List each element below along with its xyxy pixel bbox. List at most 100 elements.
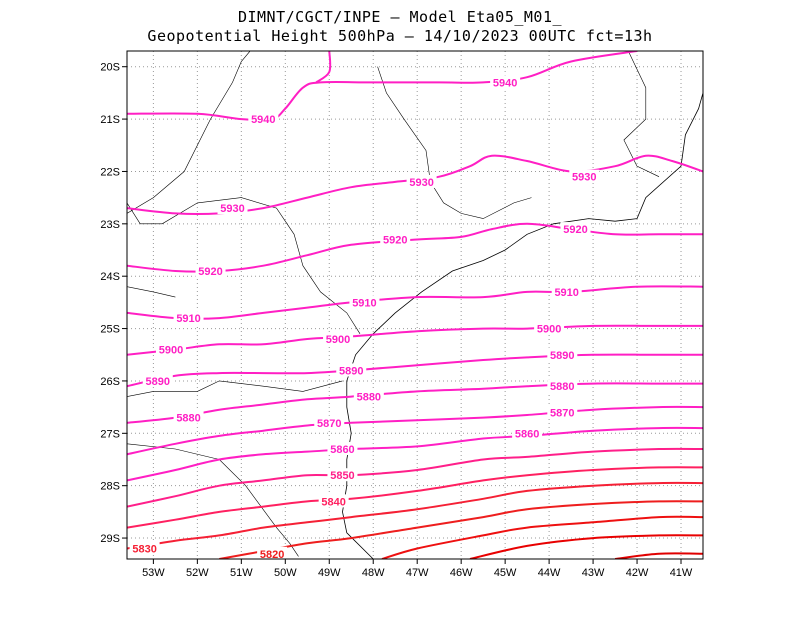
contour-label-bg bbox=[327, 442, 358, 456]
lat-tick-label: 20S bbox=[100, 62, 120, 74]
contour-label: 5830 bbox=[132, 544, 156, 556]
contour-label: 5890 bbox=[146, 376, 170, 388]
coastline bbox=[342, 92, 703, 559]
contour-5910 bbox=[127, 285, 703, 320]
contour-label-bg bbox=[534, 321, 565, 335]
contour-label: 5900 bbox=[326, 334, 350, 346]
contour-label: 5920 bbox=[198, 266, 222, 278]
lat-tick-label: 21S bbox=[100, 114, 120, 126]
map-title-line2: Geopotential Height 500hPa – 14/10/2023 … bbox=[147, 27, 653, 45]
lat-tick-label: 25S bbox=[100, 324, 120, 336]
contour-label: 5840 bbox=[321, 496, 345, 508]
contour-label-bg bbox=[512, 426, 543, 440]
contour-label: 5920 bbox=[563, 224, 587, 236]
lon-tick-label: 47W bbox=[406, 567, 429, 579]
contour-5850 bbox=[127, 447, 703, 508]
lon-tick-label: 53W bbox=[142, 567, 165, 579]
lat-tick-label: 22S bbox=[100, 166, 120, 178]
contour-label-bg bbox=[547, 405, 578, 419]
state-border bbox=[127, 380, 343, 397]
contour-label-bg bbox=[560, 222, 591, 236]
state-border bbox=[377, 66, 532, 219]
axis-ticks: 20S 21S 22S 23S 24S 25S 26S 27S 28S 29S 53W 52W 51W 5… bbox=[100, 62, 693, 579]
contour-label-bg bbox=[349, 295, 380, 309]
state-border bbox=[127, 197, 361, 334]
contour-5870 bbox=[127, 405, 703, 456]
contour-label-bg bbox=[569, 169, 600, 183]
contour-5860 bbox=[127, 426, 703, 482]
contour-5890 bbox=[127, 353, 703, 388]
plot-frame bbox=[126, 50, 704, 560]
contour-5800 bbox=[469, 534, 703, 559]
contour-label: 5930 bbox=[409, 177, 433, 189]
contour-label-bg bbox=[547, 347, 578, 361]
contour-5940 bbox=[315, 51, 332, 84]
lat-tick-label: 26S bbox=[100, 376, 120, 388]
lon-tick-label: 42W bbox=[626, 567, 649, 579]
contour-label: 5860 bbox=[515, 428, 539, 440]
lon-tick-label: 50W bbox=[274, 567, 297, 579]
contour-lines bbox=[127, 51, 703, 559]
contour-label-bg bbox=[248, 112, 279, 126]
contour-label: 5940 bbox=[251, 114, 275, 126]
lon-tick-label: 49W bbox=[318, 567, 341, 579]
contour-label-bg bbox=[195, 263, 226, 277]
lat-tick-label: 28S bbox=[100, 481, 120, 493]
geography bbox=[127, 51, 703, 559]
lon-tick-label: 48W bbox=[362, 567, 385, 579]
contour-label: 5900 bbox=[537, 324, 561, 336]
contour-label: 5930 bbox=[572, 172, 596, 184]
contour-label-bg bbox=[142, 373, 173, 387]
contour-label: 5880 bbox=[176, 413, 200, 425]
contour-label: 5850 bbox=[330, 470, 354, 482]
contour-label: 5890 bbox=[339, 365, 363, 377]
contour-label-bg bbox=[327, 468, 358, 482]
map-title-line1: DIMNT/CGCT/INPE – Model Eta05_M01_ bbox=[237, 8, 563, 26]
contour-label: 5870 bbox=[317, 418, 341, 430]
contour-5880 bbox=[127, 382, 703, 424]
contour-5820 bbox=[219, 500, 703, 559]
contour-label-bg bbox=[318, 494, 349, 508]
contour-label: 5910 bbox=[554, 287, 578, 299]
contour-label: 5900 bbox=[159, 345, 183, 357]
lat-tick-label: 29S bbox=[100, 533, 120, 545]
lon-tick-label: 46W bbox=[450, 567, 473, 579]
lon-tick-label: 45W bbox=[494, 567, 517, 579]
lon-tick-label: 51W bbox=[230, 567, 253, 579]
lon-tick-label: 41W bbox=[670, 567, 693, 579]
contour-label: 5940 bbox=[493, 77, 517, 89]
contour-label-bg bbox=[129, 541, 160, 555]
contour-label-bg bbox=[323, 332, 354, 346]
contour-label-bg bbox=[547, 379, 578, 393]
contour-label: 5910 bbox=[352, 297, 376, 309]
lon-tick-label: 52W bbox=[186, 567, 209, 579]
state-border bbox=[127, 51, 251, 214]
contour-label-bg bbox=[490, 75, 521, 89]
contour-label-bg bbox=[336, 363, 367, 377]
contour-label-bg bbox=[257, 546, 288, 560]
state-border bbox=[127, 286, 176, 298]
contour-label-bg bbox=[406, 174, 437, 188]
state-border bbox=[623, 51, 660, 177]
contour-label: 5880 bbox=[357, 392, 381, 404]
lon-tick-label: 43W bbox=[582, 567, 605, 579]
contour-5830 bbox=[127, 481, 703, 550]
contour-label-bg bbox=[173, 410, 204, 424]
contour-5790 bbox=[614, 552, 703, 559]
contour-label-bg bbox=[380, 232, 411, 246]
lat-lon-grid bbox=[127, 51, 703, 559]
contour-label-bg bbox=[173, 311, 204, 325]
contour-labels: 5940 5940 5930 5930 5930 5920 5920 5920 5910 5910… bbox=[129, 75, 600, 561]
lon-tick-label: 44W bbox=[538, 567, 561, 579]
lat-tick-label: 23S bbox=[100, 219, 120, 231]
contour-5840 bbox=[127, 466, 703, 529]
contour-label: 5910 bbox=[176, 313, 200, 325]
contour-label: 5880 bbox=[550, 381, 574, 393]
contour-label: 5920 bbox=[383, 235, 407, 247]
contour-label: 5870 bbox=[550, 407, 574, 419]
contour-label-bg bbox=[353, 389, 384, 403]
contour-label: 5930 bbox=[220, 203, 244, 215]
contour-label: 5860 bbox=[330, 444, 354, 456]
contour-label-bg bbox=[155, 342, 186, 356]
